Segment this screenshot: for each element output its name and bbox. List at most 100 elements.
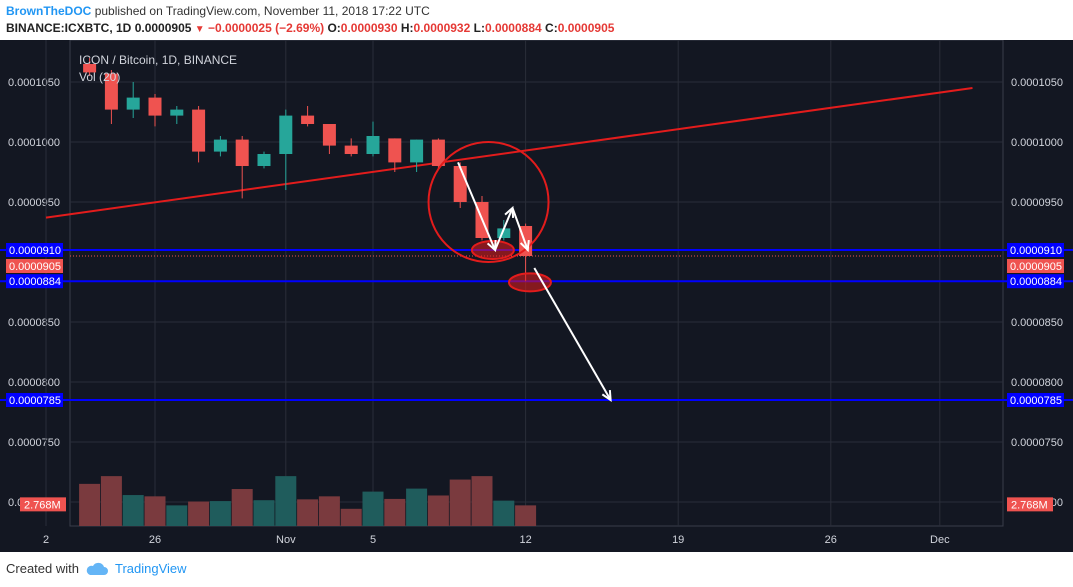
level-price-label: 0.0000785	[9, 395, 61, 407]
volume-bar	[493, 500, 515, 526]
volume-bar	[406, 488, 428, 526]
volume-bar	[275, 476, 297, 526]
volume-bar	[297, 499, 319, 526]
annotation-arrow	[494, 207, 514, 251]
cloud-icon	[86, 562, 108, 575]
y-tick-label-right: 0.0000950	[1011, 197, 1063, 209]
close-label: C:	[545, 21, 558, 35]
current-price-label: 0.0000905	[9, 261, 61, 273]
candle-body	[104, 73, 118, 110]
volume-bar	[340, 508, 362, 526]
level-price-label-bg	[6, 393, 63, 407]
volume-bar	[166, 505, 188, 526]
annotation-arrow	[457, 162, 497, 251]
y-tick-label: 0.0001000	[8, 137, 60, 149]
candle-body	[83, 64, 97, 73]
x-tick-label: 12	[519, 534, 531, 546]
x-tick-label: 26	[149, 534, 161, 546]
volume-bar	[427, 495, 449, 526]
symbol-info: BINANCE:ICXBTC, 1D 0.0000905 ▼ −0.000002…	[6, 21, 614, 35]
volume-label-right: 2.768M	[1011, 499, 1048, 511]
candle-body	[213, 139, 227, 152]
annotation-arrow	[511, 207, 529, 251]
y-tick-label-right: 0.0000850	[1011, 317, 1063, 329]
y-tick-label: 0.0000850	[8, 317, 60, 329]
current-price-label-right: 0.0000905	[1010, 261, 1062, 273]
level-price-label-right-bg	[1007, 243, 1064, 257]
low-label: L:	[473, 21, 485, 35]
open-value: 0.0000930	[340, 21, 398, 35]
level-price-label-right: 0.0000884	[1010, 276, 1062, 288]
candle-body	[301, 115, 315, 124]
level-price-label: 0.0000910	[9, 245, 61, 257]
volume-bar	[79, 483, 101, 526]
volume-label: 2.768M	[24, 499, 61, 511]
candle-body	[453, 166, 467, 202]
published-text: published on TradingView.com, November 1…	[94, 4, 430, 18]
volume-title: Vol (20)	[79, 70, 120, 84]
volume-label-bg	[20, 497, 66, 512]
current-price-label-right-bg	[1007, 259, 1064, 273]
price-chart[interactable]: 0.0001050 0.0001050 0.0001000 0.0001000 0.00…	[0, 40, 1073, 552]
candle-body	[431, 139, 445, 166]
annotation-arrow	[533, 267, 612, 401]
volume-bar	[362, 491, 384, 526]
chart-background	[0, 40, 1073, 552]
level-price-label-bg	[6, 274, 63, 289]
volume-bar	[188, 501, 210, 526]
candle-body	[388, 138, 402, 163]
current-price-label-bg	[6, 259, 63, 273]
y-tick-label-right: 0.0000800	[1011, 377, 1063, 389]
candle-body	[126, 97, 140, 110]
x-tick-label: 26	[825, 534, 837, 546]
low-value: 0.0000884	[484, 21, 542, 35]
candle-body	[344, 145, 358, 154]
tradingview-link[interactable]: TradingView	[114, 561, 187, 576]
candle-body	[257, 154, 271, 166]
y-tick-label-right: 0.0001050	[1011, 77, 1063, 89]
volume-label-right-bg	[1007, 497, 1053, 512]
candle-body	[192, 109, 206, 152]
open-label: O:	[327, 21, 341, 35]
level-price-label-right-bg	[1007, 393, 1064, 407]
high-label: H:	[400, 21, 414, 35]
price-change: −0.0000025 (−2.69%)	[208, 21, 325, 35]
candle-body	[235, 139, 249, 166]
candle-body	[366, 136, 380, 154]
volume-bar	[318, 496, 340, 526]
author-link[interactable]: BrownTheDOC	[6, 4, 92, 18]
annotation-arrowhead	[601, 389, 612, 402]
x-tick-label: Dec	[930, 534, 950, 546]
level-price-label-bg	[6, 243, 63, 257]
high-value: 0.0000932	[413, 21, 471, 35]
down-arrow-icon: ▼	[194, 24, 205, 35]
candle-body	[170, 109, 184, 116]
candle-body	[410, 139, 424, 163]
volume-bar	[231, 489, 253, 526]
plot-border	[69, 40, 1004, 527]
created-with-text: Created with	[6, 561, 79, 576]
volume-bar	[384, 498, 406, 526]
level-price-label-right-bg	[1007, 274, 1064, 289]
volume-bar	[122, 495, 144, 526]
symbol-name: BINANCE:ICXBTC, 1D	[6, 21, 132, 35]
x-tick-label: 5	[370, 534, 376, 546]
y-tick-label: 0.0000750	[8, 437, 60, 449]
annotation-oval	[507, 272, 552, 293]
x-tick-label: Nov	[276, 534, 296, 546]
volume-bar	[253, 500, 275, 526]
volume-bar	[515, 505, 537, 526]
y-tick-label: 0.0000800	[8, 377, 60, 389]
y-tick-label: 0.0001050	[8, 77, 60, 89]
x-tick-label: 2	[43, 534, 49, 546]
chart-title: ICON / Bitcoin, 1D, BINANCE	[79, 53, 237, 67]
volume-bar	[449, 479, 471, 526]
annotation-arrowhead	[519, 239, 530, 253]
y-tick-label: 0.0000950	[8, 197, 60, 209]
annotation-oval	[470, 240, 515, 260]
volume-bar	[100, 476, 122, 526]
candle-body	[322, 124, 336, 146]
close-value: 0.0000905	[557, 21, 615, 35]
level-price-label-right: 0.0000910	[1010, 245, 1062, 257]
candle-body	[497, 228, 511, 238]
